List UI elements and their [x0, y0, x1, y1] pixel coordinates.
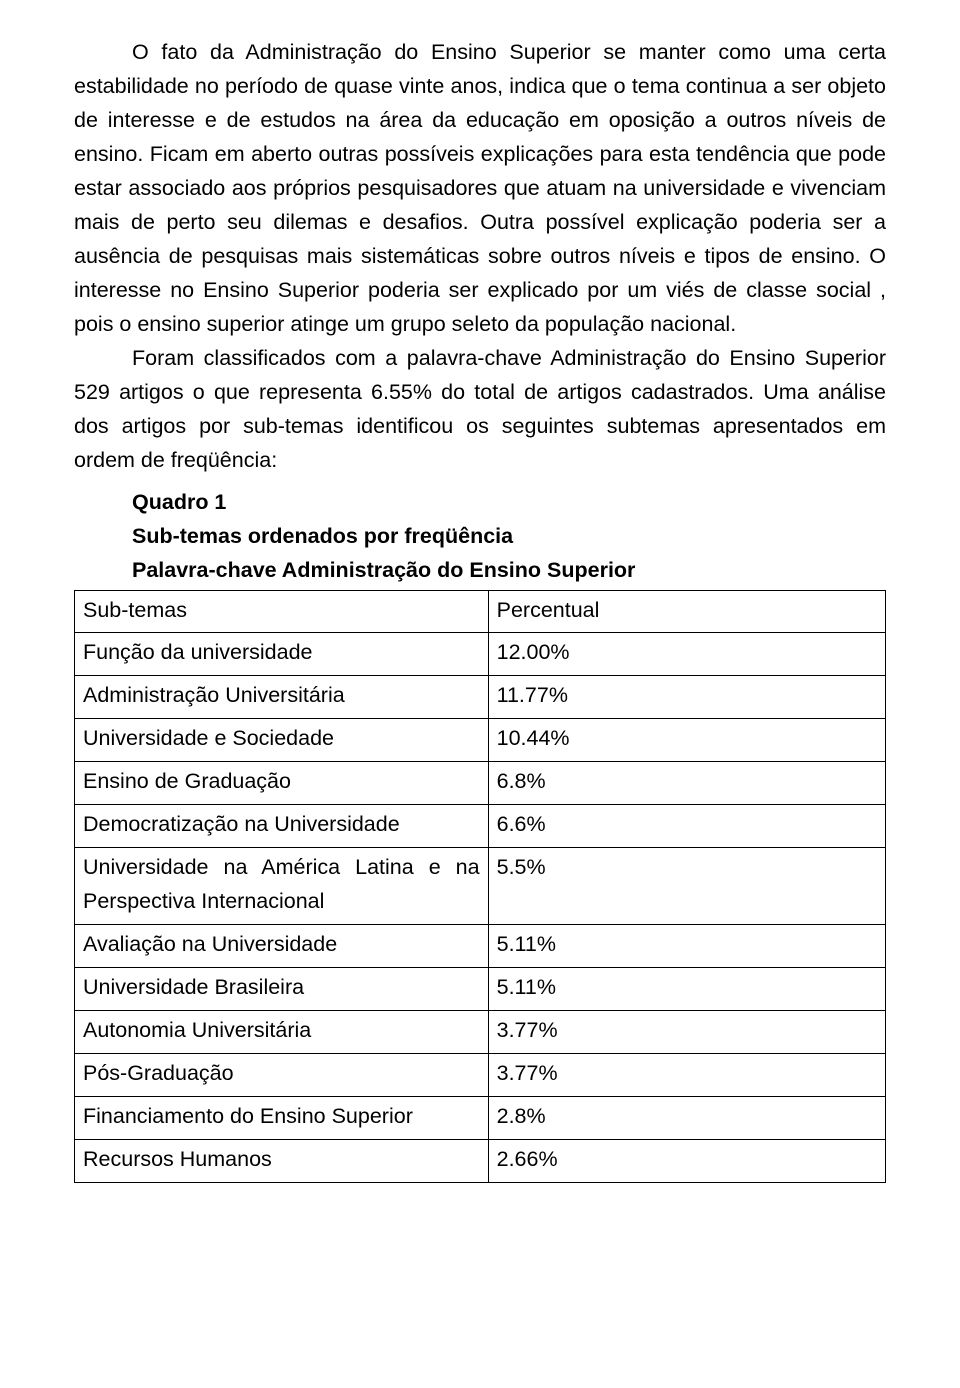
heading-subtemas: Sub-temas ordenados por freqüência	[132, 520, 886, 554]
cell-subtema: Função da universidade	[75, 633, 489, 676]
cell-subtema: Universidade e Sociedade	[75, 719, 489, 762]
table-headings: Quadro 1 Sub-temas ordenados por freqüên…	[74, 486, 886, 588]
cell-subtema: Financiamento do Ensino Superior	[75, 1097, 489, 1140]
table-row: Autonomia Universitária 3.77%	[75, 1011, 886, 1054]
header-subtemas: Sub-temas	[75, 590, 489, 633]
cell-subtema: Recursos Humanos	[75, 1140, 489, 1183]
table-row: Universidade na América Latina e na Pers…	[75, 848, 886, 925]
subtemas-table: Sub-temas Percentual Função da universid…	[74, 590, 886, 1184]
table-row: Universidade Brasileira 5.11%	[75, 968, 886, 1011]
table-row: Avaliação na Universidade 5.11%	[75, 925, 886, 968]
cell-percentual: 2.8%	[488, 1097, 885, 1140]
cell-percentual: 5.11%	[488, 968, 885, 1011]
cell-percentual: 3.77%	[488, 1011, 885, 1054]
table-row: Recursos Humanos 2.66%	[75, 1140, 886, 1183]
cell-percentual: 10.44%	[488, 719, 885, 762]
cell-percentual: 6.6%	[488, 805, 885, 848]
table-row: Administração Universitária 11.77%	[75, 676, 886, 719]
cell-subtema: Avaliação na Universidade	[75, 925, 489, 968]
table-row: Democratização na Universidade 6.6%	[75, 805, 886, 848]
header-percentual: Percentual	[488, 590, 885, 633]
cell-percentual: 5.5%	[488, 848, 885, 925]
table-row: Financiamento do Ensino Superior 2.8%	[75, 1097, 886, 1140]
cell-percentual: 2.66%	[488, 1140, 885, 1183]
table-row: Pós-Graduação 3.77%	[75, 1054, 886, 1097]
cell-percentual: 12.00%	[488, 633, 885, 676]
paragraph-2: Foram classificados com a palavra-chave …	[74, 342, 886, 478]
heading-quadro: Quadro 1	[132, 486, 886, 520]
cell-percentual: 11.77%	[488, 676, 885, 719]
cell-subtema: Autonomia Universitária	[75, 1011, 489, 1054]
cell-subtema: Pós-Graduação	[75, 1054, 489, 1097]
table-row: Universidade e Sociedade 10.44%	[75, 719, 886, 762]
cell-subtema: Universidade Brasileira	[75, 968, 489, 1011]
cell-percentual: 5.11%	[488, 925, 885, 968]
cell-subtema: Administração Universitária	[75, 676, 489, 719]
table-header-row: Sub-temas Percentual	[75, 590, 886, 633]
cell-subtema: Universidade na América Latina e na Pers…	[75, 848, 489, 925]
cell-subtema: Democratização na Universidade	[75, 805, 489, 848]
cell-percentual: 6.8%	[488, 762, 885, 805]
paragraph-1: O fato da Administração do Ensino Superi…	[74, 36, 886, 342]
cell-subtema: Ensino de Graduação	[75, 762, 489, 805]
table-row: Função da universidade 12.00%	[75, 633, 886, 676]
cell-percentual: 3.77%	[488, 1054, 885, 1097]
heading-palavra: Palavra-chave Administração do Ensino Su…	[132, 554, 886, 588]
table-row: Ensino de Graduação 6.8%	[75, 762, 886, 805]
